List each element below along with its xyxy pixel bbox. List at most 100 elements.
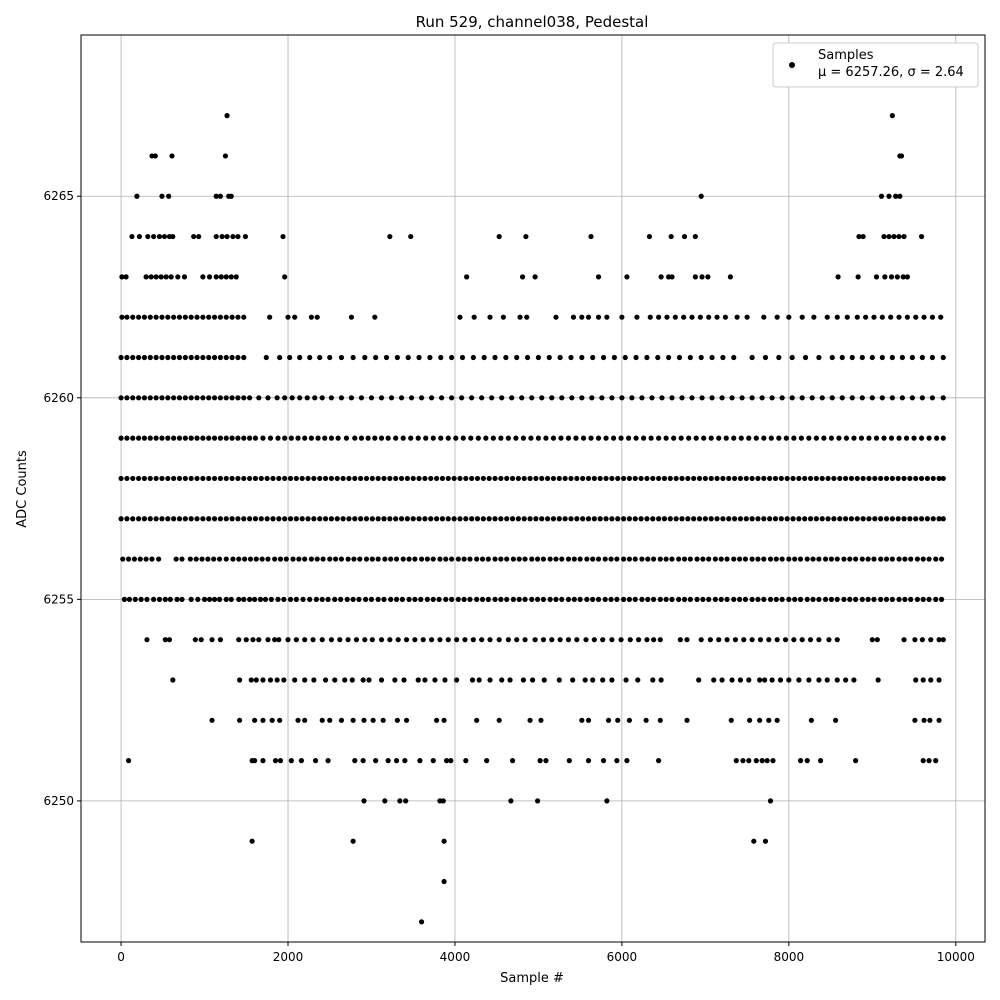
data-point	[410, 516, 416, 522]
data-point	[218, 274, 224, 280]
data-point	[147, 314, 153, 320]
data-point	[422, 516, 428, 522]
data-point	[405, 354, 411, 361]
data-point	[940, 637, 946, 643]
data-point	[886, 193, 892, 199]
data-point	[519, 395, 525, 401]
data-point	[871, 596, 877, 602]
data-point	[878, 516, 884, 522]
data-point	[165, 395, 171, 401]
data-point	[205, 556, 211, 562]
data-point	[151, 233, 157, 240]
data-point	[490, 435, 496, 441]
data-point	[222, 153, 229, 159]
data-point	[701, 435, 707, 441]
data-point	[328, 516, 335, 522]
data-point	[147, 395, 153, 401]
data-point	[492, 556, 498, 562]
data-point	[256, 395, 262, 401]
data-point	[927, 717, 933, 723]
data-point	[809, 395, 815, 401]
data-point	[854, 314, 860, 320]
y-tick-label: 6255	[43, 592, 74, 606]
data-point	[784, 475, 790, 482]
data-point	[924, 475, 931, 482]
data-point	[252, 435, 259, 441]
data-point	[241, 475, 247, 482]
data-point	[352, 758, 358, 764]
y-axis-label: ADC Counts	[15, 450, 30, 528]
data-point	[455, 556, 461, 562]
data-point	[380, 717, 386, 723]
data-point	[515, 516, 521, 522]
data-point	[582, 677, 588, 683]
data-point	[147, 516, 153, 522]
data-point	[445, 435, 451, 441]
data-point	[247, 516, 253, 522]
data-point	[821, 435, 827, 441]
data-point	[839, 395, 845, 401]
data-point	[302, 717, 308, 723]
data-point	[540, 556, 547, 562]
data-point	[270, 475, 276, 482]
data-point	[474, 556, 480, 562]
data-point	[590, 354, 596, 361]
data-point	[533, 475, 539, 482]
data-point	[200, 516, 206, 522]
data-point	[718, 596, 724, 602]
data-point	[828, 556, 835, 562]
data-point	[714, 314, 720, 320]
data-point	[467, 556, 473, 562]
data-point	[328, 475, 335, 482]
data-point	[161, 233, 168, 240]
data-point	[188, 314, 194, 320]
data-point	[873, 274, 880, 280]
data-point	[584, 556, 590, 562]
data-point	[938, 314, 944, 320]
data-point	[282, 274, 288, 280]
data-point	[843, 677, 849, 683]
data-point	[387, 233, 393, 240]
data-point	[899, 354, 905, 361]
data-point	[260, 717, 266, 723]
data-point	[650, 677, 656, 683]
data-point	[866, 475, 872, 482]
data-point	[438, 435, 444, 441]
data-point	[168, 274, 174, 280]
data-point	[399, 596, 405, 602]
data-point	[216, 556, 223, 562]
data-point	[889, 395, 895, 401]
data-point	[299, 475, 305, 482]
data-point	[804, 556, 810, 562]
data-point	[633, 354, 639, 361]
data-point	[148, 274, 154, 280]
data-point	[182, 516, 188, 522]
data-point	[786, 596, 792, 602]
data-point	[257, 596, 264, 602]
data-point	[504, 516, 510, 522]
data-point	[694, 596, 700, 602]
data-point	[375, 596, 381, 602]
data-point	[479, 596, 486, 602]
data-point	[498, 556, 504, 562]
data-point	[806, 435, 812, 441]
data-point	[673, 475, 679, 482]
data-point	[940, 395, 946, 401]
data-point	[211, 395, 218, 401]
data-point	[535, 354, 542, 361]
data-point	[428, 475, 434, 482]
data-point	[540, 596, 547, 602]
data-point	[802, 475, 808, 482]
data-point	[241, 435, 247, 441]
data-point	[614, 556, 620, 562]
data-point	[537, 758, 543, 764]
data-point	[314, 314, 320, 320]
data-point	[618, 435, 624, 441]
data-point	[889, 354, 895, 361]
data-point	[696, 475, 703, 482]
data-point	[385, 758, 391, 764]
data-point	[345, 556, 351, 562]
data-point	[516, 556, 522, 562]
data-point	[609, 637, 615, 643]
data-point	[644, 516, 650, 522]
